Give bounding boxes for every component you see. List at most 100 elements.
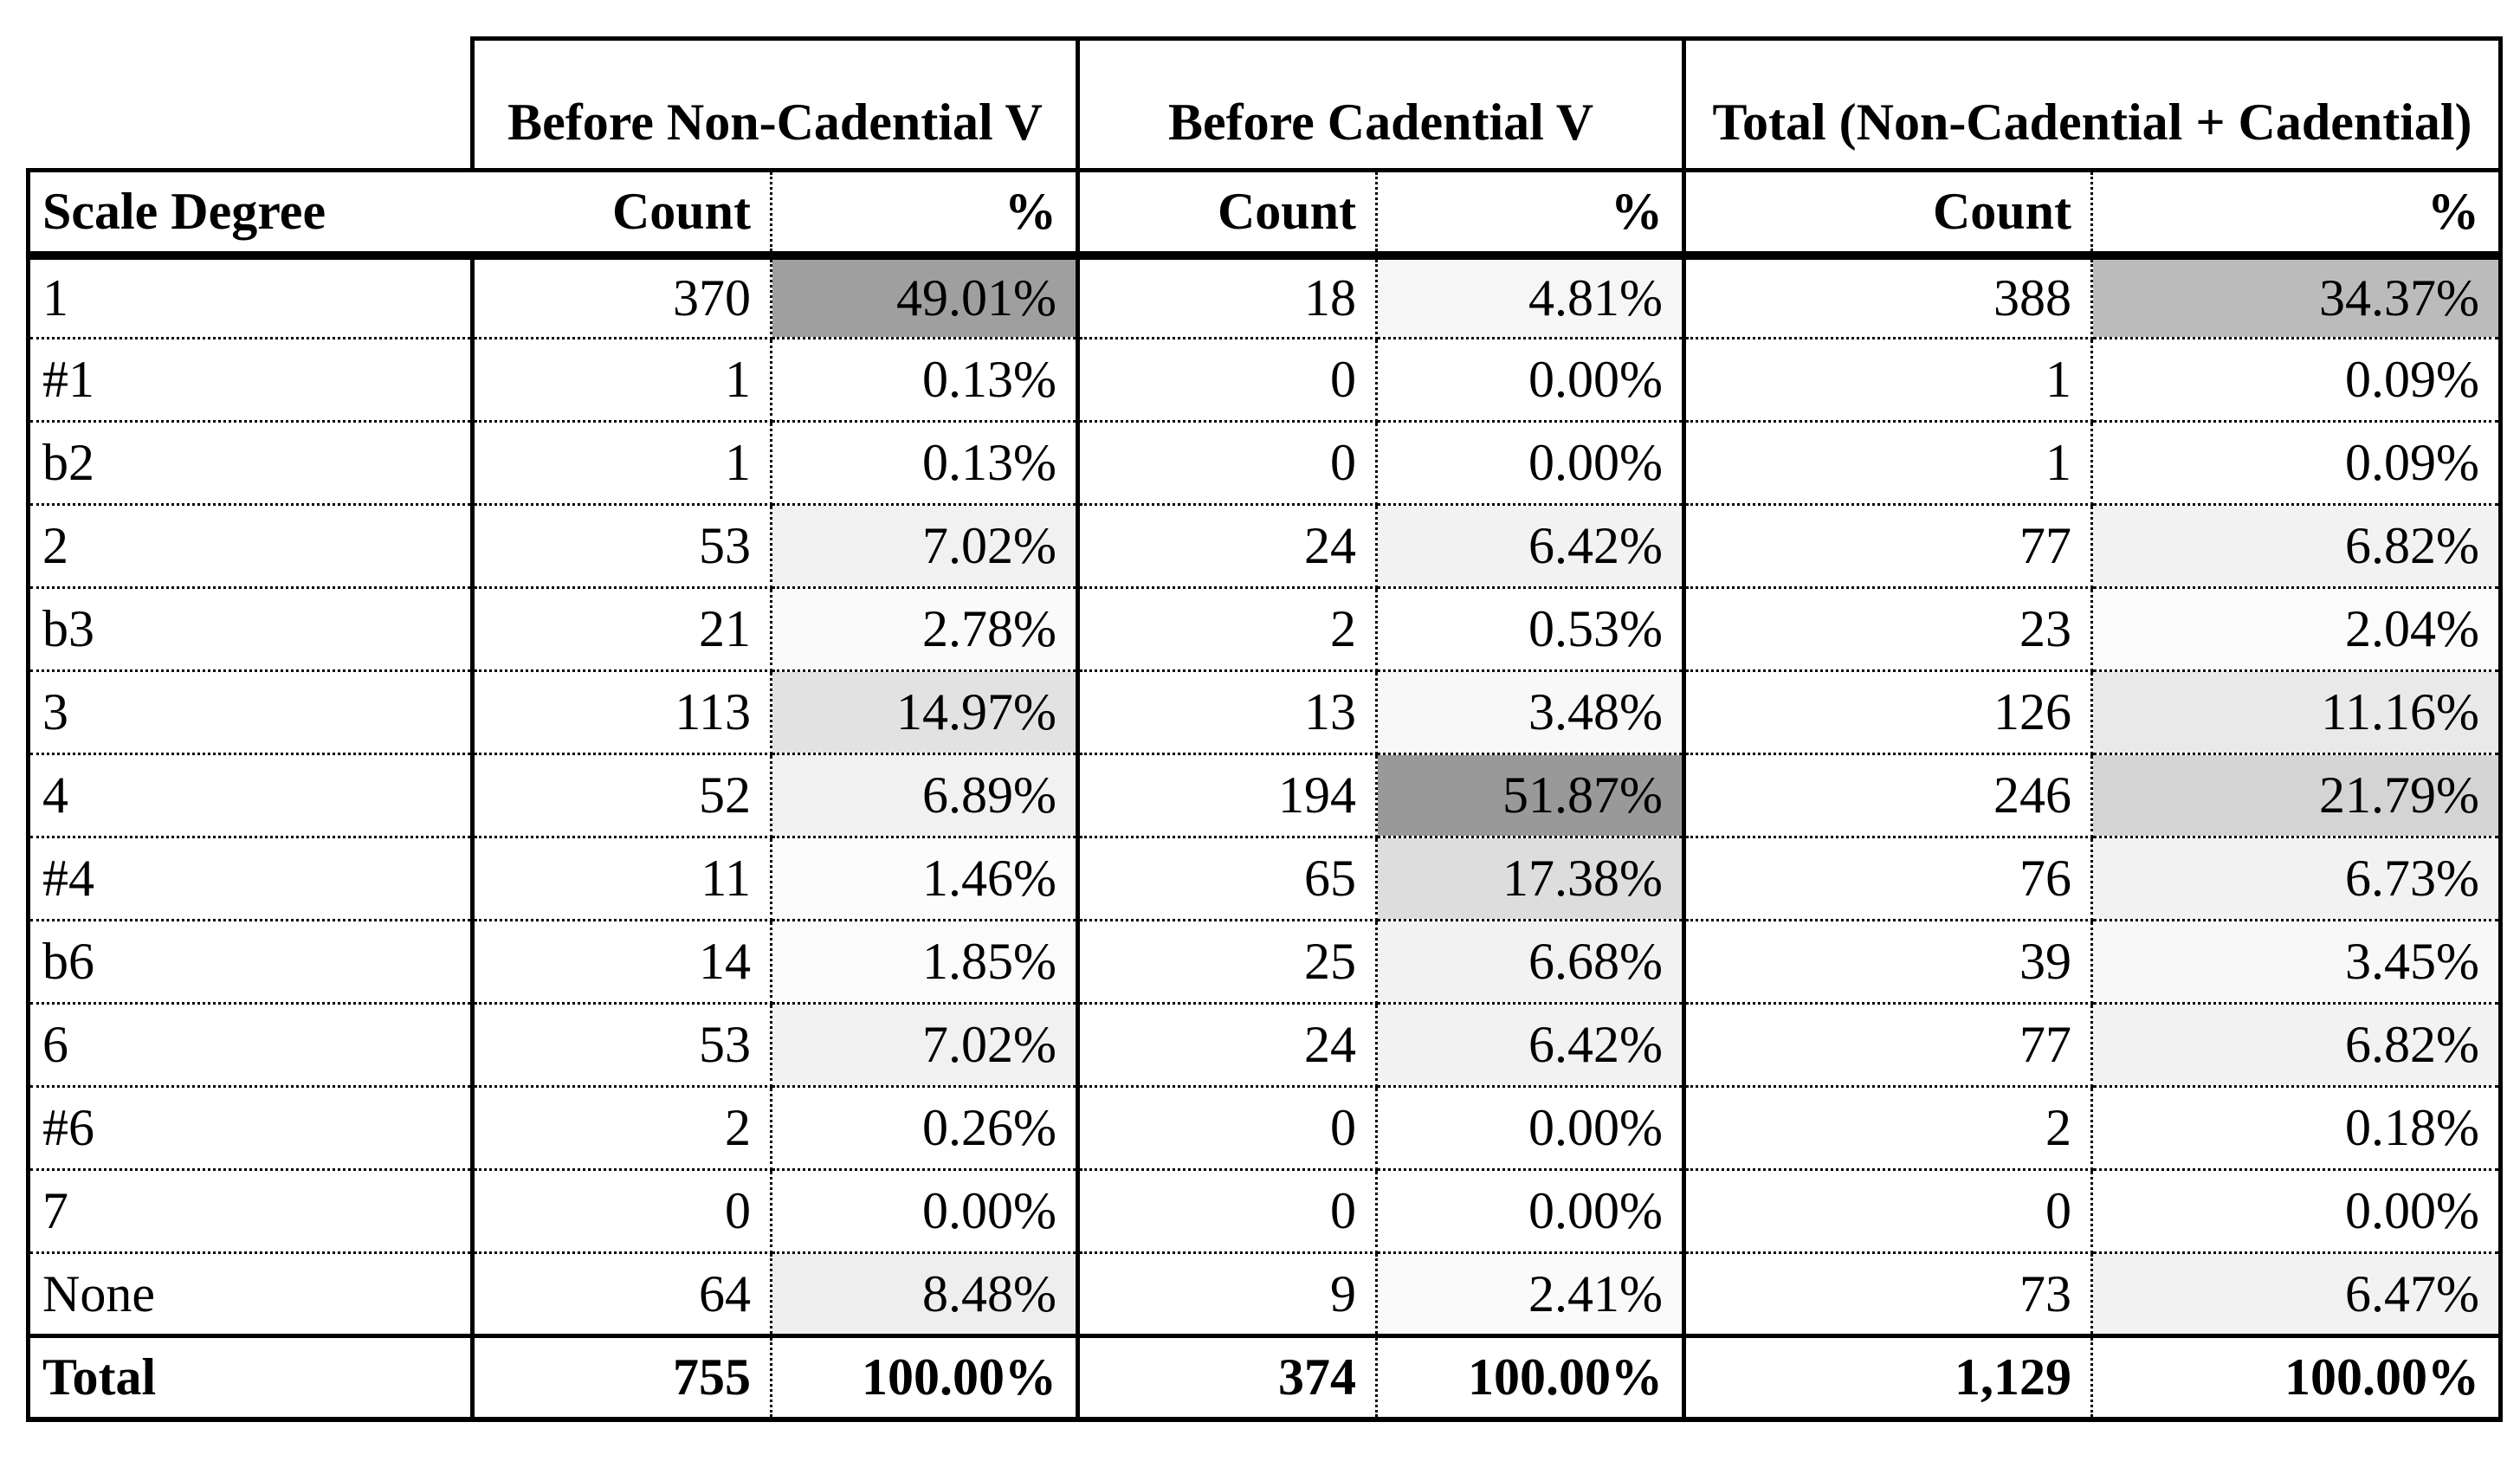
total-percent-cell: 100.00% [771,1334,1080,1422]
table-row: 6 53 7.02% 24 6.42% 77 6.82% [26,1003,2503,1088]
table-row: None 64 8.48% 9 2.41% 73 6.47% [26,1252,2503,1337]
percent-header-g3: % [2091,168,2503,260]
total-label-cell: Total [26,1334,473,1422]
count-cell: 1 [470,421,772,506]
percent-cell: 0.53% [1376,587,1686,672]
count-cell: 73 [1683,1252,2093,1337]
count-cell: 0 [1077,1086,1378,1171]
table-row: 7 0 0.00% 0 0.00% 0 0.00% [26,1169,2503,1254]
percent-cell: 0.00% [771,1169,1080,1254]
count-cell: 370 [470,255,772,339]
count-cell: 13 [1077,670,1378,755]
corner-spacer [28,38,473,171]
total-count-cell: 1,129 [1683,1334,2093,1422]
total-count-cell: 755 [470,1334,772,1422]
scale-degree-table: Before Non-Cadential V Before Cadential … [26,36,2503,1422]
percent-cell: 1.46% [771,837,1080,921]
scale-degree-cell: #4 [26,837,473,921]
percent-cell: 34.37% [2091,255,2503,339]
count-cell: 1 [470,338,772,423]
scale-degree-cell: b3 [26,587,473,672]
count-cell: 246 [1683,753,2093,838]
percent-cell: 17.38% [1376,837,1686,921]
count-cell: 1 [1683,421,2093,506]
scale-degree-cell: #6 [26,1086,473,1171]
percent-cell: 7.02% [771,504,1080,589]
count-header-g3: Count [1683,168,2093,260]
count-cell: 0 [1077,421,1378,506]
scale-degree-header: Scale Degree [26,168,473,260]
count-cell: 0 [470,1169,772,1254]
count-cell: 76 [1683,837,2093,921]
scale-degree-cell: b6 [26,920,473,1005]
percent-cell: 0.00% [1376,1169,1686,1254]
count-cell: 2 [1683,1086,2093,1171]
count-cell: 24 [1077,1003,1378,1088]
percent-cell: 7.02% [771,1003,1080,1088]
percent-cell: 0.09% [2091,338,2503,423]
percent-cell: 6.42% [1376,1003,1686,1088]
count-cell: 0 [1683,1169,2093,1254]
count-cell: 77 [1683,1003,2093,1088]
percent-cell: 6.47% [2091,1252,2503,1337]
count-cell: 53 [470,1003,772,1088]
table-row: 4 52 6.89% 194 51.87% 246 21.79% [26,753,2503,838]
count-cell: 25 [1077,920,1378,1005]
table-row: #1 1 0.13% 0 0.00% 1 0.09% [26,338,2503,423]
count-cell: 388 [1683,255,2093,339]
count-cell: 14 [470,920,772,1005]
group-header-row: Before Non-Cadential V Before Cadential … [28,36,2503,172]
count-cell: 126 [1683,670,2093,755]
percent-cell: 4.81% [1376,255,1686,339]
percent-cell: 0.00% [1376,421,1686,506]
percent-cell: 51.87% [1376,753,1686,838]
count-cell: 113 [470,670,772,755]
percent-cell: 49.01% [771,255,1080,339]
count-cell: 9 [1077,1252,1378,1337]
count-cell: 2 [1077,587,1378,672]
scale-degree-cell: 2 [26,504,473,589]
table-row: b2 1 0.13% 0 0.00% 1 0.09% [26,421,2503,506]
count-cell: 21 [470,587,772,672]
count-cell: 0 [1077,1169,1378,1254]
scale-degree-cell: #1 [26,338,473,423]
scale-degree-cell: None [26,1252,473,1337]
percent-cell: 6.82% [2091,504,2503,589]
table-row: #4 11 1.46% 65 17.38% 76 6.73% [26,837,2503,921]
table-row: 1 370 49.01% 18 4.81% 388 34.37% [26,255,2503,339]
percent-cell: 0.00% [2091,1169,2503,1254]
count-header-g1: Count [472,168,772,260]
percent-cell: 6.42% [1376,504,1686,589]
group-header-total: Total (Non-Cadential + Cadential) [1682,36,2503,172]
count-cell: 2 [470,1086,772,1171]
count-cell: 39 [1683,920,2093,1005]
percent-cell: 2.41% [1376,1252,1686,1337]
percent-cell: 21.79% [2091,753,2503,838]
count-cell: 52 [470,753,772,838]
percent-cell: 0.18% [2091,1086,2503,1171]
percent-cell: 2.04% [2091,587,2503,672]
percent-cell: 0.09% [2091,421,2503,506]
count-cell: 53 [470,504,772,589]
scale-degree-cell: 4 [26,753,473,838]
total-row: Total 755 100.00% 374 100.00% 1,129 100.… [26,1334,2503,1422]
scale-degree-cell: b2 [26,421,473,506]
count-cell: 77 [1683,504,2093,589]
table-row: 2 53 7.02% 24 6.42% 77 6.82% [26,504,2503,589]
percent-cell: 6.82% [2091,1003,2503,1088]
percent-cell: 2.78% [771,587,1080,672]
total-count-cell: 374 [1077,1334,1378,1422]
percent-header-g2: % [1376,168,1686,260]
percent-cell: 6.73% [2091,837,2503,921]
percent-cell: 0.00% [1376,1086,1686,1171]
scale-degree-cell: 3 [26,670,473,755]
percent-cell: 0.26% [771,1086,1080,1171]
scale-degree-table-container: Before Non-Cadential V Before Cadential … [26,36,2503,1422]
count-cell: 64 [470,1252,772,1337]
count-cell: 0 [1077,338,1378,423]
total-percent-cell: 100.00% [1376,1334,1686,1422]
count-cell: 1 [1683,338,2093,423]
percent-cell: 3.48% [1376,670,1686,755]
percent-cell: 0.13% [771,338,1080,423]
percent-cell: 1.85% [771,920,1080,1005]
